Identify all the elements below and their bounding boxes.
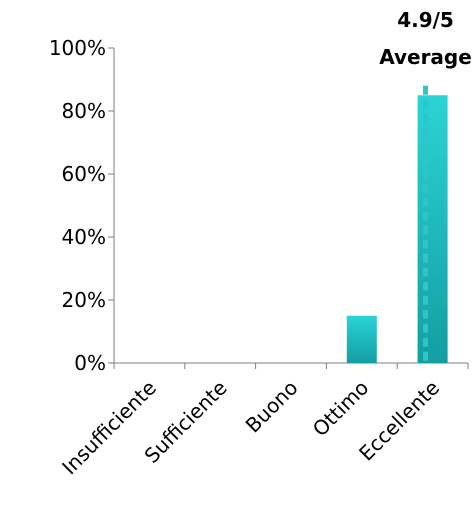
y-tick-label: 0%: [74, 351, 106, 375]
average-label-value: 4.9/5: [397, 8, 454, 32]
y-tick-label: 20%: [62, 288, 106, 312]
y-tick-label: 40%: [62, 225, 106, 249]
bar: [346, 315, 377, 363]
average-label-text: Average: [379, 45, 472, 69]
y-tick-label: 100%: [49, 36, 106, 60]
average-marker: 4.9/5 Average: [379, 8, 472, 363]
bar: [417, 95, 448, 363]
y-tick-label: 60%: [62, 162, 106, 186]
y-tick-label: 80%: [62, 99, 106, 123]
x-tick-label: Ottimo: [308, 376, 374, 442]
x-tick-label: Buono: [241, 376, 303, 438]
x-tick-label: Insufficiente: [57, 376, 161, 480]
y-axis: 0% 20% 40% 60% 80% 100%: [49, 36, 115, 375]
bars: [346, 95, 448, 363]
